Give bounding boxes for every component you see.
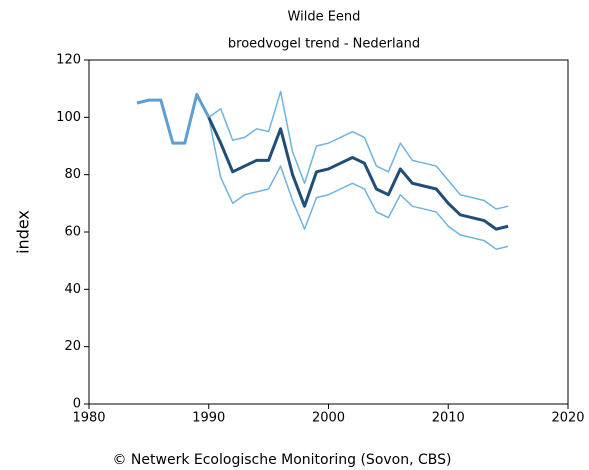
chart-subtitle: broedvogel trend - Nederland: [228, 37, 420, 52]
series-line: [136, 92, 211, 145]
chart-title: Wilde Eend: [288, 10, 361, 25]
series-line: [208, 90, 509, 210]
y-tick-label: 20: [64, 339, 81, 354]
series-line: [208, 117, 509, 250]
footer: © Netwerk Ecologische Monitoring (Sovon,…: [112, 452, 451, 468]
x-tick-label: 2000: [312, 411, 345, 426]
x-tick-label: 1990: [192, 411, 225, 426]
y-tick-label: 80: [64, 167, 81, 182]
y-tick-label: 0: [73, 397, 81, 412]
y-tick-label: 40: [64, 282, 81, 297]
y-tick-label: 120: [56, 53, 81, 68]
series-line: [207, 116, 509, 231]
y-tick-label: 100: [56, 110, 81, 125]
x-tick-label: 2010: [432, 411, 465, 426]
plot-frame: [88, 59, 569, 405]
x-tick-label: 1980: [72, 411, 105, 426]
y-tick-label: 60: [64, 225, 81, 240]
x-tick-label: 2020: [551, 411, 584, 426]
y-axis-label: index: [14, 210, 33, 254]
